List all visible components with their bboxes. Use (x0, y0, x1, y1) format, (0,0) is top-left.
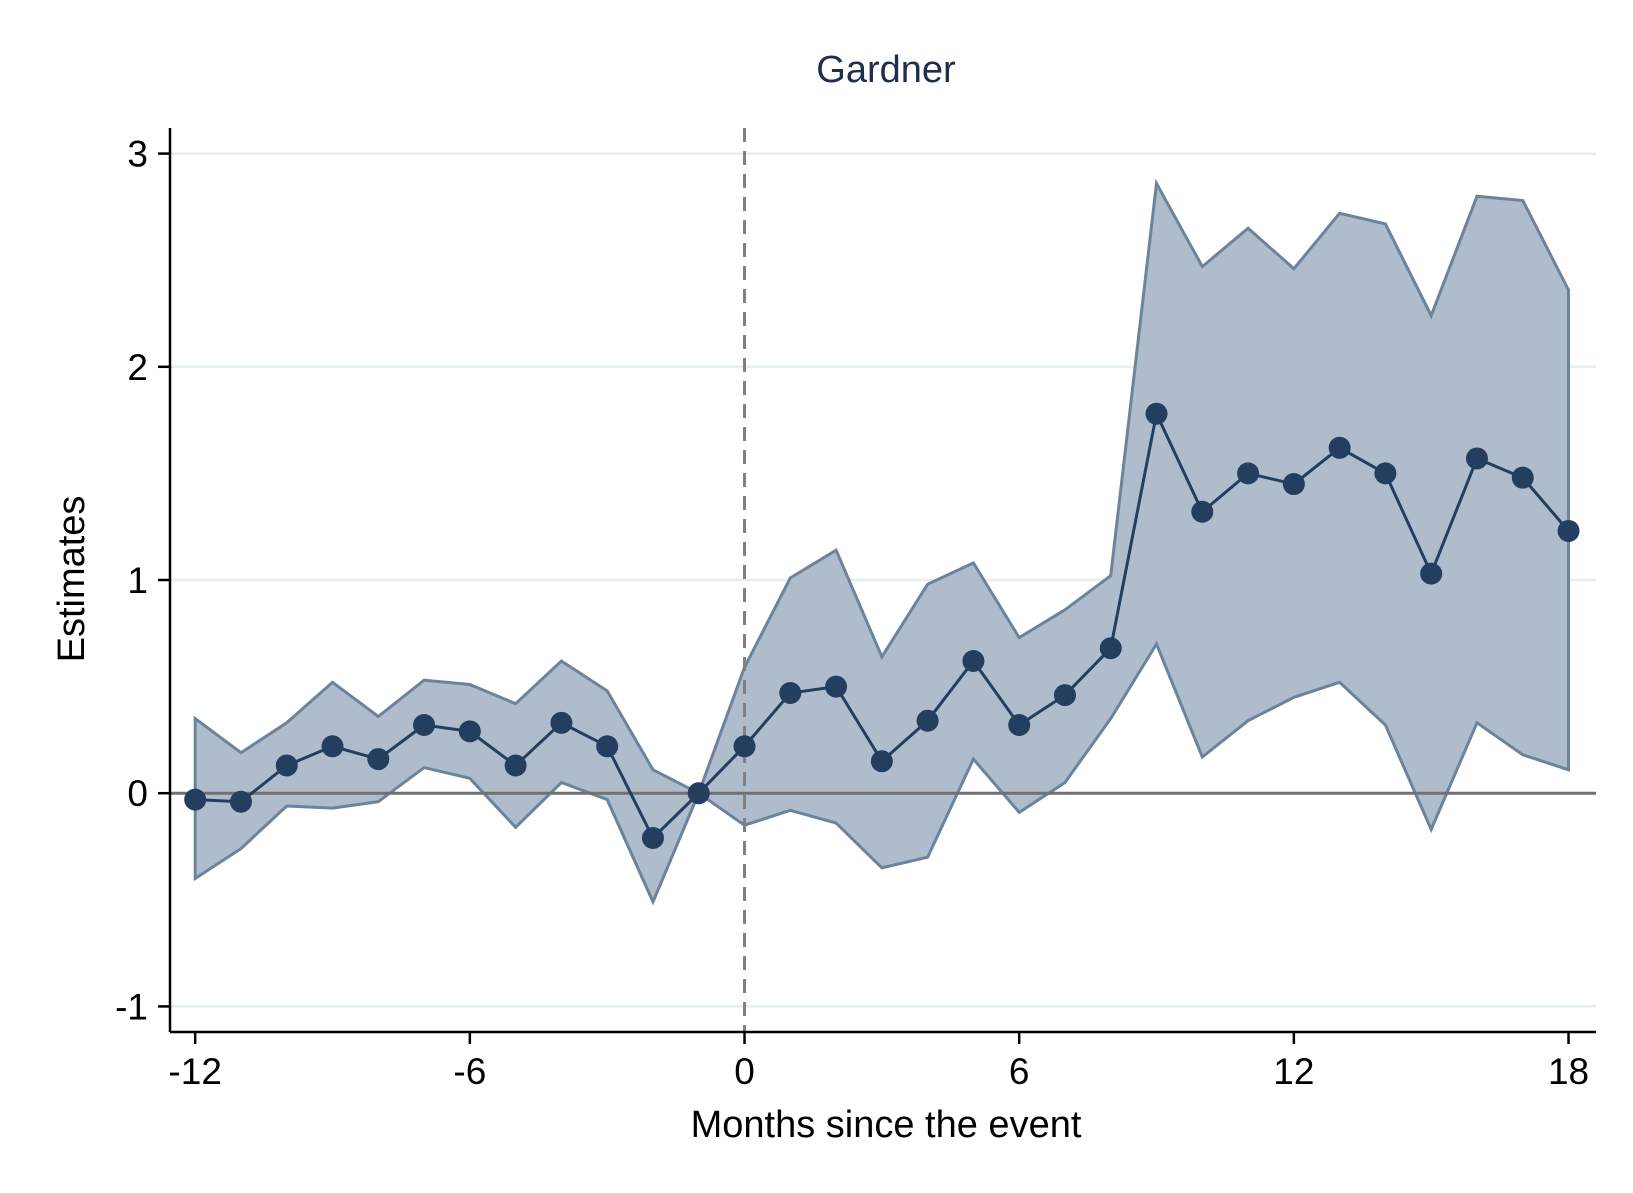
estimate-point (641, 826, 664, 849)
estimate-point (413, 713, 436, 736)
estimate-point (825, 675, 848, 698)
estimate-point (367, 748, 390, 771)
estimate-point (1008, 713, 1031, 736)
estimate-point (229, 790, 252, 813)
estimate-point (1099, 637, 1122, 660)
y-tick-label: 1 (127, 560, 148, 601)
estimate-point (1374, 462, 1397, 485)
estimate-point (779, 682, 802, 704)
estimate-point (504, 754, 527, 777)
estimate-point (1282, 473, 1305, 496)
estimate-point (184, 788, 207, 811)
y-tick-label: 3 (127, 134, 148, 175)
y-tick-label: 0 (127, 773, 148, 814)
y-tick-label: 2 (127, 347, 148, 388)
estimate-point (1328, 436, 1351, 459)
y-axis-title: Estimates (51, 496, 93, 663)
x-tick-label: 0 (734, 1051, 755, 1092)
estimate-point (458, 720, 481, 743)
estimate-point (1053, 684, 1076, 707)
x-tick-label: -12 (168, 1051, 221, 1092)
estimate-point (1557, 519, 1580, 542)
estimate-point (916, 709, 939, 732)
estimate-point (1237, 462, 1260, 485)
estimate-point (733, 735, 756, 758)
estimate-point (1145, 402, 1168, 425)
estimate-point (321, 735, 344, 758)
x-tick-label: 6 (1009, 1051, 1030, 1092)
estimate-point (1420, 562, 1443, 585)
estimate-point (962, 650, 985, 673)
estimate-point (687, 782, 710, 805)
estimate-point (1465, 447, 1488, 470)
estimate-point (596, 735, 619, 758)
estimate-point (870, 750, 893, 773)
x-axis-ticks: -12 -6 0 6 12 18 (168, 1032, 1589, 1092)
x-tick-label: 12 (1273, 1051, 1314, 1092)
x-tick-label: -6 (453, 1051, 486, 1092)
chart-title: Gardner (816, 49, 956, 91)
confidence-band (193, 178, 1570, 906)
estimate-point (1511, 466, 1534, 489)
estimate-point (1191, 500, 1214, 523)
estimate-points (184, 402, 1580, 849)
y-axis-ticks: -1 0 1 2 3 (115, 134, 170, 1027)
x-axis-title: Months since the event (691, 1104, 1082, 1146)
estimate-point (550, 711, 573, 734)
estimate-point (275, 754, 298, 777)
y-tick-label: -1 (115, 986, 148, 1027)
x-tick-label: 18 (1548, 1051, 1589, 1092)
